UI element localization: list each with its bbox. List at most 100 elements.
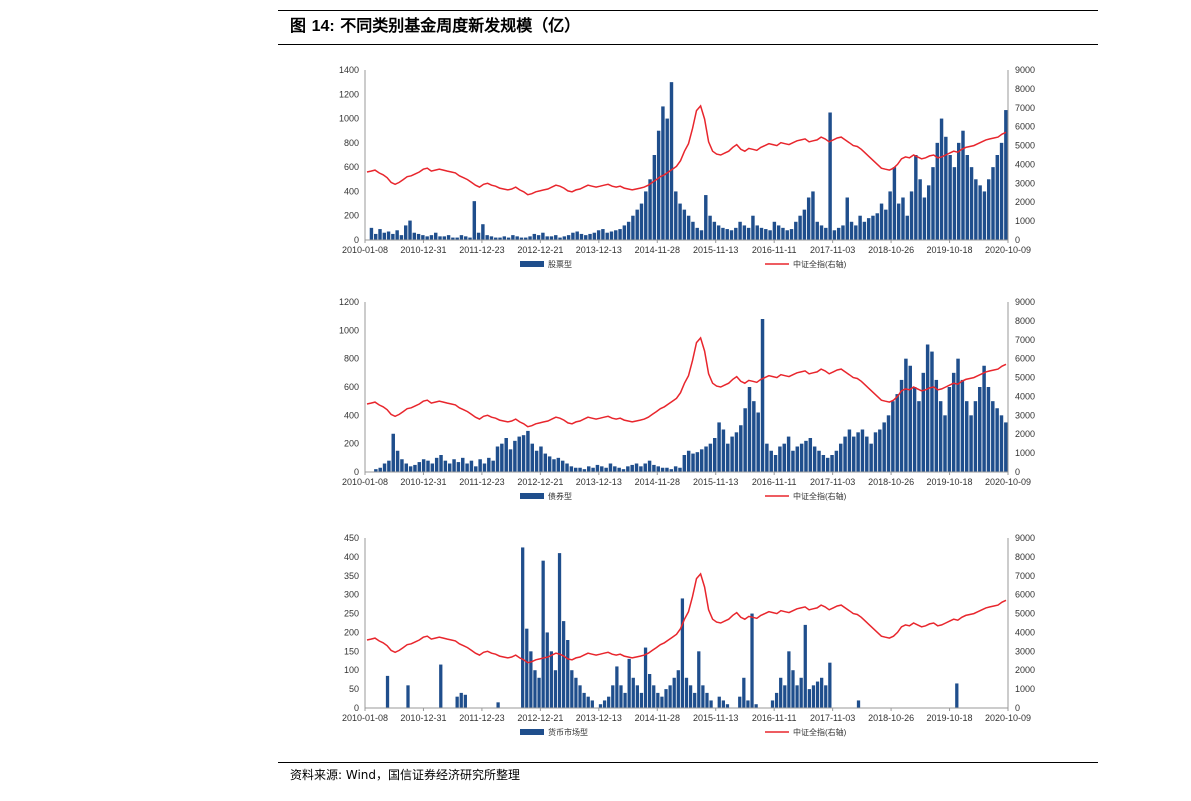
bar: [386, 231, 391, 240]
bar: [652, 685, 656, 708]
right-axis-tick-label: 9000: [1015, 297, 1035, 307]
bar: [676, 670, 680, 708]
bar: [856, 432, 860, 472]
x-tick-label: 2012-12-21: [517, 245, 563, 255]
bar: [734, 432, 739, 472]
bar: [951, 372, 956, 472]
right-axis-tick-label: 3000: [1015, 178, 1035, 188]
bar: [656, 130, 661, 240]
bar: [434, 457, 439, 472]
bar: [754, 704, 758, 708]
bar: [382, 232, 387, 240]
bar: [779, 677, 783, 708]
bar: [873, 432, 878, 472]
right-axis-tick-label: 5000: [1015, 141, 1035, 151]
bar: [553, 670, 558, 708]
bar: [472, 201, 477, 240]
bar: [824, 685, 828, 708]
bar: [617, 467, 621, 472]
bar: [511, 235, 515, 240]
bar: [886, 415, 891, 472]
bar: [582, 469, 587, 472]
bar: [888, 191, 892, 240]
bar: [824, 227, 828, 240]
bar: [708, 443, 713, 472]
bar: [631, 215, 635, 240]
x-tick-label: 2010-12-31: [400, 477, 446, 487]
right-axis-tick-label: 8000: [1015, 84, 1035, 94]
bar: [845, 197, 849, 240]
bar: [434, 232, 438, 240]
left-axis-tick-label: 0: [354, 467, 359, 477]
bar: [974, 179, 978, 240]
left-axis-tick-label: 150: [344, 646, 359, 656]
bar: [738, 221, 742, 240]
bar: [547, 456, 552, 472]
bar: [421, 235, 425, 240]
bar: [815, 681, 820, 708]
bar: [705, 692, 709, 708]
stock-fund-chart: 0 200 400 600 800 1000 1200 1400 0 1000 2000 3000 40…: [339, 65, 1035, 269]
bar: [781, 227, 785, 240]
bar: [656, 692, 660, 708]
bar: [647, 460, 652, 472]
bar: [717, 696, 721, 708]
figure-title: 图 14: 不同类别基金周度新发规模（亿）: [290, 15, 580, 38]
bar: [648, 179, 652, 240]
bar: [543, 453, 548, 472]
bar: [686, 215, 691, 240]
bar: [574, 677, 578, 708]
bar: [695, 452, 700, 472]
bar: [660, 467, 665, 472]
bar: [385, 675, 390, 708]
left-axis-tick-label: 800: [344, 138, 359, 148]
figure-title-number: 14:: [311, 18, 335, 35]
bar: [391, 433, 395, 472]
legend-line-label: 中证全指(右轴): [793, 259, 847, 269]
bar: [602, 700, 607, 708]
bar: [395, 230, 399, 240]
bar: [537, 677, 541, 708]
bar: [878, 429, 882, 472]
bar: [804, 440, 808, 472]
bar: [686, 450, 691, 472]
bar: [609, 231, 614, 240]
legend-bar-label: 债券型: [548, 491, 572, 501]
bar: [622, 225, 627, 240]
bar: [635, 685, 639, 708]
right-axis-tick-label: 7000: [1015, 335, 1035, 345]
bar: [693, 692, 697, 708]
bar: [802, 209, 807, 240]
bar: [408, 466, 413, 472]
bond-fund-chart: 0 200 400 600 800 1000 1200 0 1000 2000 3000 4000 50…: [339, 297, 1035, 501]
bar: [515, 236, 519, 240]
bar: [905, 215, 909, 240]
right-axis-tick-label: 2000: [1015, 665, 1035, 675]
left-axis-tick-label: 250: [344, 609, 359, 619]
bar: [605, 232, 609, 240]
bar: [849, 221, 854, 240]
right-axis-tick-label: 6000: [1015, 354, 1035, 364]
bar: [699, 230, 704, 240]
bar: [746, 700, 750, 708]
bar: [852, 436, 856, 472]
bar: [947, 387, 952, 472]
right-axis-tick-label: 1000: [1015, 448, 1035, 458]
bar: [995, 155, 999, 240]
bar: [417, 462, 422, 472]
bar: [869, 443, 873, 472]
bar: [571, 232, 575, 240]
bar: [565, 463, 569, 472]
right-axis-tick-label: 4000: [1015, 627, 1035, 637]
bar: [717, 422, 721, 472]
left-axis-tick-label: 600: [344, 162, 359, 172]
bar: [660, 696, 664, 708]
bar: [619, 685, 623, 708]
bar: [1004, 110, 1008, 240]
bar: [743, 408, 747, 472]
bar: [481, 224, 485, 240]
bar: [451, 237, 455, 240]
bar: [695, 227, 699, 240]
bar: [426, 460, 430, 472]
bar: [465, 463, 469, 472]
